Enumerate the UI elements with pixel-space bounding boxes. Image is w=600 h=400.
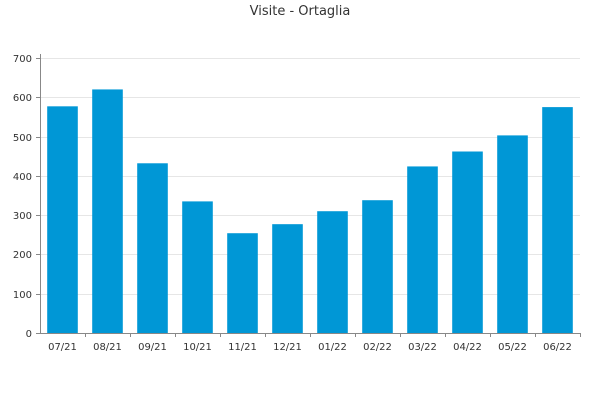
- y-tick-label: 400: [13, 172, 32, 183]
- x-tick-label: 02/22: [363, 342, 392, 353]
- bar: [407, 166, 438, 333]
- bar: [497, 135, 528, 333]
- bar: [182, 201, 213, 333]
- y-tick-label: 700: [13, 54, 32, 65]
- bar: [227, 233, 258, 333]
- y-tick-label: 300: [13, 211, 32, 222]
- bar: [452, 151, 483, 333]
- bar: [317, 211, 348, 333]
- chart-title: Visite - Ortaglia: [250, 4, 351, 19]
- bar: [92, 89, 123, 333]
- x-tick-label: 01/22: [318, 342, 347, 353]
- x-tick-label: 09/21: [138, 342, 167, 353]
- bars: [47, 89, 573, 333]
- x-tick-label: 04/22: [453, 342, 482, 353]
- x-tick-label: 12/21: [273, 342, 302, 353]
- x-tick-label: 06/22: [543, 342, 572, 353]
- x-tick-label: 11/21: [228, 342, 257, 353]
- y-tick-label: 500: [13, 133, 32, 144]
- bar: [542, 107, 573, 333]
- x-tick-label: 05/22: [498, 342, 527, 353]
- bar: [272, 224, 303, 333]
- y-tick-label: 0: [26, 329, 32, 340]
- y-axis: 0 100 200 300 400 500 600 700: [13, 54, 41, 340]
- x-axis: 07/21 08/21 09/21 10/21 11/21 12/21 01/22 02/22…: [40, 333, 581, 353]
- y-tick-label: 600: [13, 93, 32, 104]
- bar: [362, 200, 393, 333]
- bar: [137, 163, 168, 333]
- x-tick-label: 08/21: [93, 342, 122, 353]
- bar: [47, 106, 78, 333]
- x-tick-label: 07/21: [48, 342, 77, 353]
- grid-lines: [40, 58, 580, 295]
- x-tick-label: 03/22: [408, 342, 437, 353]
- y-tick-label: 200: [13, 250, 32, 261]
- y-tick-label: 100: [13, 290, 32, 301]
- x-tick-label: 10/21: [183, 342, 212, 353]
